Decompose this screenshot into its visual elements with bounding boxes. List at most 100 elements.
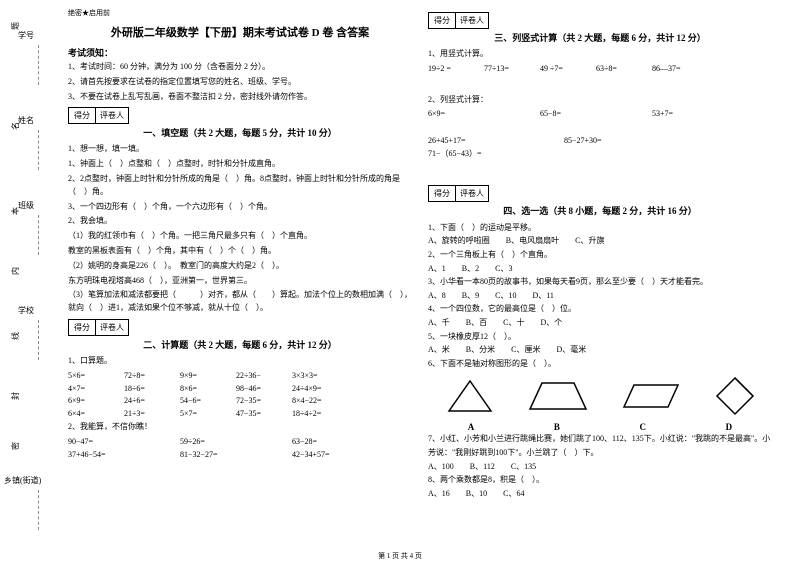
c: 24÷6= (124, 395, 180, 408)
side-line (38, 215, 39, 255)
c: 22÷36− (236, 370, 292, 383)
grader-cell: 评卷人 (456, 12, 489, 29)
score-cell: 得分 (68, 319, 96, 336)
calc-table: 5×6=72÷8=9×9=22÷36−3×3×3= 4×7=18÷6=8×6=9… (68, 370, 412, 421)
q1: 1、想一想，填一填。 (68, 143, 412, 156)
s2q1: 1、口算题。 (68, 355, 412, 368)
s3r1: 19÷2 =77÷13=49 ÷7=63÷8=86—37= (428, 63, 772, 76)
c: 8×4−22= (292, 395, 348, 408)
s3q1: 1、用竖式计算。 (428, 48, 772, 61)
seal-mark: 题 (10, 22, 21, 30)
s4q8o: A、16 B、10 C、64 (428, 487, 772, 501)
c: 47−35= (236, 408, 292, 421)
side-label-town: 乡镇(街道) (4, 475, 54, 486)
s4q3o: A、8 B、9 C、10 D、11 (428, 289, 772, 303)
s4q5: 5、一块橡皮厚12（ ）。 (428, 330, 772, 344)
s4q1o: A、旋转的呼啦圈 B、电风扇扇叶 C、升旗 (428, 234, 772, 248)
q2: 2、我会填。 (68, 215, 412, 228)
q1b: 2、2点整时，钟面上时针和分针所成的角是（ ）角。8点整时，钟面上时针和分针所成… (68, 173, 412, 199)
side-line (38, 490, 39, 530)
c: 85−27+30= (564, 135, 644, 148)
s4q7: 7、小红、小芳和小兰进行跳绳比赛，她们跳了100、112、135下。小红说："我… (428, 432, 772, 459)
triangle-icon (445, 379, 495, 413)
q2c: （2）姚明的身高是226（ ）。 教室门的高度大约是2（ ）。 (68, 260, 412, 273)
diamond-icon (715, 376, 755, 416)
c: 21÷3= (124, 408, 180, 421)
c: 5×6= (68, 370, 124, 383)
s4q8: 8、两个乘数都是8，积是（ ）。 (428, 473, 772, 487)
side-line (38, 45, 39, 85)
s2q2: 2、我能算，不信你瞧！ (68, 421, 412, 434)
s4q4: 4、一个四位数，它的最高位是（ ）位。 (428, 302, 772, 316)
c: 63−28= (292, 436, 348, 449)
c: 8×6= (180, 383, 236, 396)
side-label-school: 学校 (18, 305, 34, 316)
q1c: 3、一个四边形有（ ）个角，一个六边形有（ ）个角。 (68, 201, 412, 214)
lbl-b: B (554, 422, 560, 432)
page-content: 绝密★启用前 外研版二年级数学【下册】期末考试试卷 D 卷 含答案 考试须知： … (60, 8, 790, 548)
c: 18÷6= (124, 383, 180, 396)
c: 72÷8= (124, 370, 180, 383)
s4q4o: A、千 B、百 C、十 D、个 (428, 316, 772, 330)
s3r2: 6×9=65−8=53+7= (428, 108, 772, 121)
parallelogram-icon (622, 381, 682, 411)
s4q2: 2、一个三角板上有（ ）个直角。 (428, 248, 772, 262)
side-label-id: 学号 (18, 30, 34, 41)
left-column: 绝密★启用前 外研版二年级数学【下册】期末考试试卷 D 卷 含答案 考试须知： … (60, 8, 420, 548)
s4q7o: A、100 B、112 C、135 (428, 460, 772, 474)
c: 98−46= (236, 383, 292, 396)
seal-mark: 名 (10, 122, 21, 130)
score-box: 得分 评卷人 (428, 185, 772, 202)
s4q2o: A、1 B、2 C、3 (428, 262, 772, 276)
seal-mark: 封 (10, 392, 21, 400)
seal-mark: 内 (10, 267, 21, 275)
score-cell: 得分 (428, 185, 456, 202)
s3r2b: 26+45+17=85−27+30=71−（65−43）= (428, 135, 772, 161)
c: 49 ÷7= (540, 63, 596, 76)
seal-mark: 线 (10, 332, 21, 340)
c: 77÷13= (484, 63, 540, 76)
section-1-title: 一、填空题（共 2 大题，每题 5 分，共计 10 分） (68, 126, 412, 139)
c: 81−32−27= (180, 449, 236, 462)
s4q3: 3、小华看一本80页的故事书，如果每天看9页，那么至少要（ ）天才能看完。 (428, 275, 772, 289)
q2e: （3）笔算加法和减法都要把（ ）对齐，都从（ ）算起。加法个位上的数相加满（ ）… (68, 289, 412, 315)
c: 72−35= (236, 395, 292, 408)
score-box: 得分 评卷人 (428, 12, 772, 29)
c: 24÷4×9= (292, 383, 348, 396)
s4q6: 6、下面不是轴对称图形的是（ ）。 (428, 357, 772, 371)
c: 42−34+57= (292, 449, 348, 462)
s3q2: 2、列竖式计算： (428, 94, 772, 107)
grader-cell: 评卷人 (96, 319, 129, 336)
c: 37+46−54= (68, 449, 124, 462)
grader-cell: 评卷人 (96, 107, 129, 124)
section-2-title: 二、计算题（共 2 大题，每题 6 分，共计 12 分） (68, 338, 412, 351)
score-box: 得分 评卷人 (68, 107, 412, 124)
c: 59÷26= (180, 436, 236, 449)
c: 9×9= (180, 370, 236, 383)
exam-title: 外研版二年级数学【下册】期末考试试卷 D 卷 含答案 (68, 24, 412, 40)
trapezoid-icon (528, 379, 588, 413)
s4q1: 1、下面（ ）的运动是平移。 (428, 221, 772, 235)
secret-mark: 绝密★启用前 (68, 8, 412, 18)
notice-heading: 考试须知： (68, 46, 412, 59)
page-footer: 第 1 页 共 4 页 (0, 551, 800, 561)
score-cell: 得分 (68, 107, 96, 124)
q2d: 东方明珠电视塔高468（ ），亚洲第一，世界第三。 (68, 275, 412, 288)
q1a: 1、钟面上（ ）点整和（ ）点整时，时针和分针成直角。 (68, 158, 412, 171)
calc-table2: 90−47= 59÷26= 63−28= 37+46−54= 81−32−27= 42−… (68, 436, 412, 462)
c: 65−8= (540, 108, 596, 121)
shape-labels: A B C D (428, 422, 772, 432)
side-line (38, 320, 39, 360)
lbl-d: D (726, 422, 733, 432)
c: 90−47= (68, 436, 124, 449)
seal-mark: 本 (10, 207, 21, 215)
c: 3×3×3= (292, 370, 348, 383)
notice-2: 2、请首先按要求在试卷的指定位置填写您的姓名、班级、学号。 (68, 76, 412, 89)
right-column: 得分 评卷人 三、列竖式计算（共 2 大题，每题 6 分，共计 12 分） 1、… (420, 8, 780, 548)
c: 4×7= (68, 383, 124, 396)
grader-cell: 评卷人 (456, 185, 489, 202)
s4q5o: A、米 B、分米 C、厘米 D、毫米 (428, 343, 772, 357)
notice-3: 3、不要在试卷上乱写乱画，卷面不整洁扣 2 分，密封线外请勿作答。 (68, 91, 412, 104)
shapes-row (428, 376, 772, 416)
c: 86—37= (652, 63, 708, 76)
